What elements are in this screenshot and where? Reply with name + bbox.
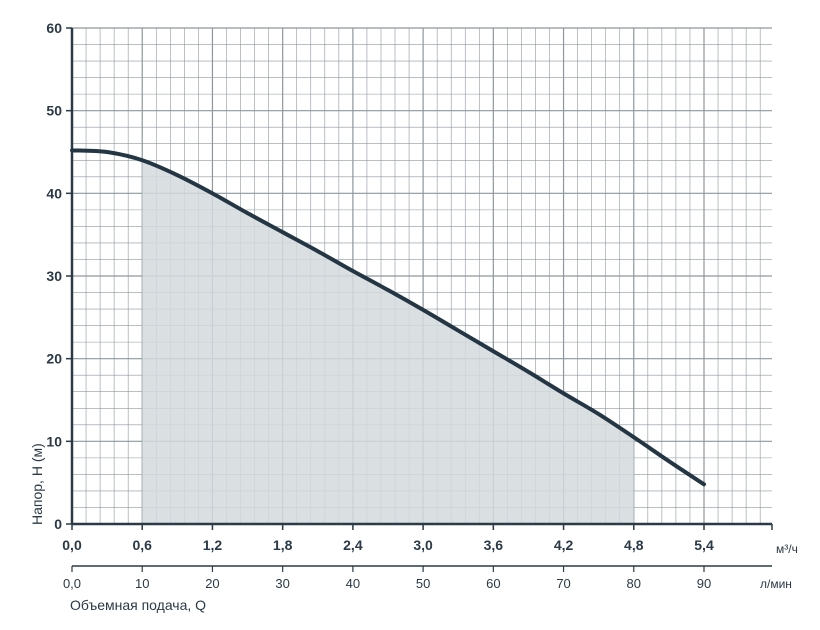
x-tick-label: 4,2	[554, 537, 574, 553]
x2-tick-label: 90	[697, 576, 711, 591]
x-tick-label: 5,4	[694, 537, 714, 553]
y-tick-label: 20	[46, 351, 62, 367]
y-tick-label: 40	[46, 185, 62, 201]
x-tick-label: 4,8	[624, 537, 644, 553]
x2-tick-label: 50	[416, 576, 430, 591]
x2-tick-label: 0,0	[63, 576, 81, 591]
y-tick-label: 50	[46, 103, 62, 119]
x2-tick-label: 40	[346, 576, 360, 591]
x-tick-label: 3,6	[484, 537, 504, 553]
x2-tick-label: 80	[627, 576, 641, 591]
x2-tick-label: 70	[556, 576, 570, 591]
x-tick-labels: 0,0 0,6 1,2 1,8 2,4 3,0 3,6 4,2 4,8 5,4	[62, 524, 773, 553]
y-tick-label: 60	[46, 20, 62, 36]
operating-range-area	[142, 160, 634, 524]
x2-tick-label: 10	[135, 576, 149, 591]
x2-tick-labels: 0,0 10 20 30 40 50 60 70 80 90	[63, 566, 711, 591]
x-tick-label: 0,6	[132, 537, 152, 553]
x2-tick-label: 30	[275, 576, 289, 591]
x-unit-label: м³/ч	[776, 542, 798, 556]
x-tick-label: 3,0	[413, 537, 433, 553]
x-tick-label: 2,4	[343, 537, 363, 553]
head-curve	[70, 148, 706, 487]
x-axis-title: Объемная подача, Q	[70, 597, 206, 613]
y-tick-labels: 0 10 20 30 40 50 60	[46, 20, 72, 532]
y-tick-label: 30	[46, 268, 62, 284]
x2-tick-label: 60	[486, 576, 500, 591]
x2-unit-label: л/мин	[760, 577, 792, 591]
y-axis-title: Напор, Н (м)	[29, 443, 45, 525]
x-tick-label: 0,0	[62, 537, 82, 553]
y-tick-label: 0	[54, 516, 62, 532]
x2-tick-label: 20	[205, 576, 219, 591]
x-tick-label: 1,2	[203, 537, 223, 553]
y-tick-label: 10	[46, 433, 62, 449]
x-tick-label: 1,8	[273, 537, 293, 553]
